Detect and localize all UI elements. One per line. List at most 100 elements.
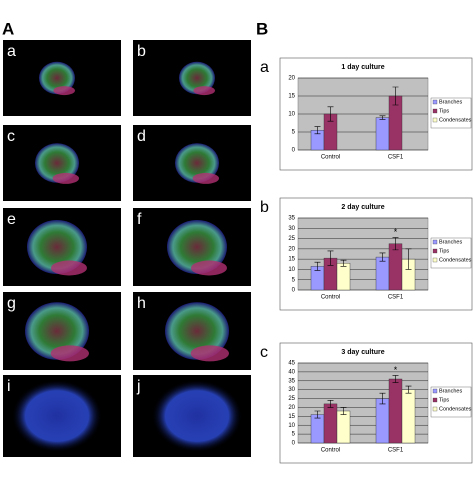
tissue — [152, 380, 242, 452]
y-tick-label: 5 — [292, 130, 296, 136]
image-label: a — [7, 43, 16, 60]
error-bar — [314, 126, 321, 135]
legend-swatch — [432, 108, 438, 114]
legend-label: Branches — [439, 388, 462, 394]
y-tick-label: 10 — [288, 267, 295, 273]
legend-swatch — [432, 397, 438, 403]
y-tick-label: 0 — [292, 148, 296, 154]
legend-box — [430, 97, 472, 129]
y-tick-label: 15 — [288, 94, 295, 100]
error-bar — [327, 106, 334, 122]
error-bar — [392, 375, 399, 383]
y-tick-label: 35 — [288, 378, 295, 384]
y-tick-label: 30 — [288, 226, 295, 232]
y-tick-label: 35 — [288, 216, 295, 222]
tissue — [167, 220, 227, 274]
legend-box — [430, 386, 472, 418]
legend-label: Tips — [439, 397, 449, 403]
y-tick-label: 15 — [288, 257, 295, 263]
image-label: f — [137, 211, 142, 228]
legend-label: Condensates — [439, 257, 472, 263]
legend-label: Branches — [439, 239, 462, 245]
legend-swatch — [432, 257, 438, 263]
legend-box — [430, 237, 472, 269]
bar — [388, 378, 403, 444]
legend-label: Condensates — [439, 406, 472, 412]
legend-label: Condensates — [439, 117, 472, 123]
bar — [310, 414, 325, 444]
legend-label: Tips — [439, 108, 449, 114]
error-bar — [327, 250, 334, 266]
image-label: j — [136, 378, 141, 395]
y-tick-label: 25 — [288, 236, 295, 242]
x-tick-label: Control — [321, 155, 340, 161]
bar — [375, 117, 390, 151]
error-bar — [379, 392, 386, 405]
x-tick-label: Control — [321, 295, 340, 301]
stroma — [50, 345, 89, 362]
error-bar — [405, 248, 412, 270]
micrographs: a b c d e f g h i j — [3, 40, 251, 457]
error-bar — [340, 407, 347, 415]
y-tick-label: 0 — [292, 288, 296, 294]
legend-swatch — [432, 99, 438, 105]
chart-label: c — [260, 344, 268, 361]
x-tick-label: Control — [321, 448, 340, 454]
bar — [336, 410, 351, 444]
y-tick-label: 20 — [288, 405, 295, 411]
x-tick-label: CSF1 — [388, 155, 404, 161]
tissue — [39, 61, 75, 95]
legend-swatch — [432, 117, 438, 123]
legend-swatch — [432, 406, 438, 412]
tissue — [27, 220, 87, 274]
stroma — [193, 86, 215, 96]
legend-swatch — [432, 239, 438, 245]
chart-title: 1 day culture — [341, 64, 384, 71]
tissue — [12, 380, 102, 452]
tissue — [179, 61, 215, 95]
y-tick-label: 30 — [288, 387, 295, 393]
error-bar — [392, 86, 399, 106]
chart-label: a — [260, 59, 269, 76]
bar — [375, 398, 390, 444]
stroma — [191, 260, 227, 276]
significance-mark: * — [394, 227, 398, 237]
bar — [323, 403, 338, 444]
image-label: g — [7, 295, 16, 312]
error-bar — [314, 410, 321, 419]
legend-label: Branches — [439, 99, 462, 105]
y-tick-label: 0 — [292, 441, 296, 447]
panel-label: B — [256, 19, 268, 38]
error-bar — [314, 261, 321, 271]
image-label: i — [7, 378, 11, 395]
significance-mark: * — [394, 365, 398, 375]
image-label: e — [7, 211, 16, 228]
y-tick-label: 20 — [288, 246, 295, 252]
y-tick-label: 5 — [292, 277, 296, 283]
error-bar — [379, 252, 386, 262]
chart-title: 2 day culture — [341, 204, 384, 211]
error-bar — [405, 385, 412, 394]
y-tick-label: 15 — [288, 414, 295, 420]
tissue — [25, 302, 89, 360]
bar — [336, 263, 351, 291]
error-bar — [379, 115, 386, 120]
chart-label: b — [260, 199, 269, 216]
y-tick-label: 25 — [288, 396, 295, 402]
stroma — [53, 86, 75, 96]
stroma — [192, 172, 219, 184]
y-tick-label: 5 — [292, 432, 296, 438]
y-tick-label: 10 — [288, 112, 295, 118]
legend-swatch — [432, 388, 438, 394]
tissue — [175, 143, 219, 183]
legend-label: Tips — [439, 248, 449, 254]
image-label: b — [137, 43, 146, 60]
stroma — [190, 345, 229, 362]
bar — [401, 389, 416, 444]
y-tick-label: 10 — [288, 423, 295, 429]
chart-title: 3 day culture — [341, 349, 384, 356]
panel-label: A — [2, 19, 14, 38]
y-tick-label: 40 — [288, 369, 295, 375]
y-tick-label: 20 — [288, 76, 295, 82]
